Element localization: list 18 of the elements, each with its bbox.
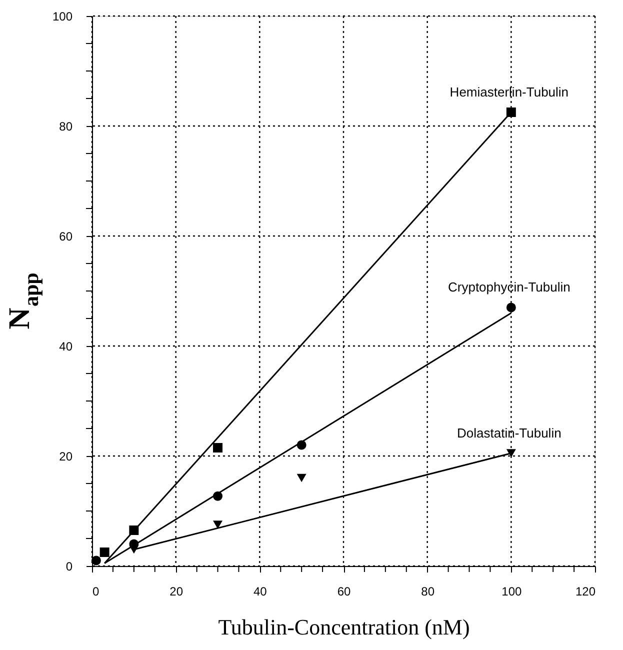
y-axis-title: Napp: [3, 272, 43, 330]
series-label: Dolastatin-Tubulin: [457, 425, 562, 440]
y-tick-label: 40: [59, 340, 73, 354]
x-axis-title: Tubulin-Concentration (nM): [218, 614, 470, 640]
x-tick-label: 20: [170, 584, 184, 598]
y-tick-label: 100: [52, 10, 73, 24]
x-tick-label: 80: [421, 584, 435, 598]
x-tick-label: 40: [253, 584, 268, 598]
series-label: Cryptophycin-Tubulin: [448, 280, 570, 294]
y-tick-label: 0: [66, 560, 73, 574]
y-tick-label: 60: [59, 230, 73, 244]
x-tick-label: 120: [575, 584, 596, 598]
x-tick-label: 60: [337, 584, 351, 598]
x-tick-label: 100: [502, 584, 522, 598]
y-tick-label: 20: [59, 450, 73, 464]
x-tick-label: 0: [92, 584, 100, 598]
y-tick-label: 80: [59, 120, 73, 134]
series-label: Hemiasterlin-Tubulin: [450, 84, 569, 100]
